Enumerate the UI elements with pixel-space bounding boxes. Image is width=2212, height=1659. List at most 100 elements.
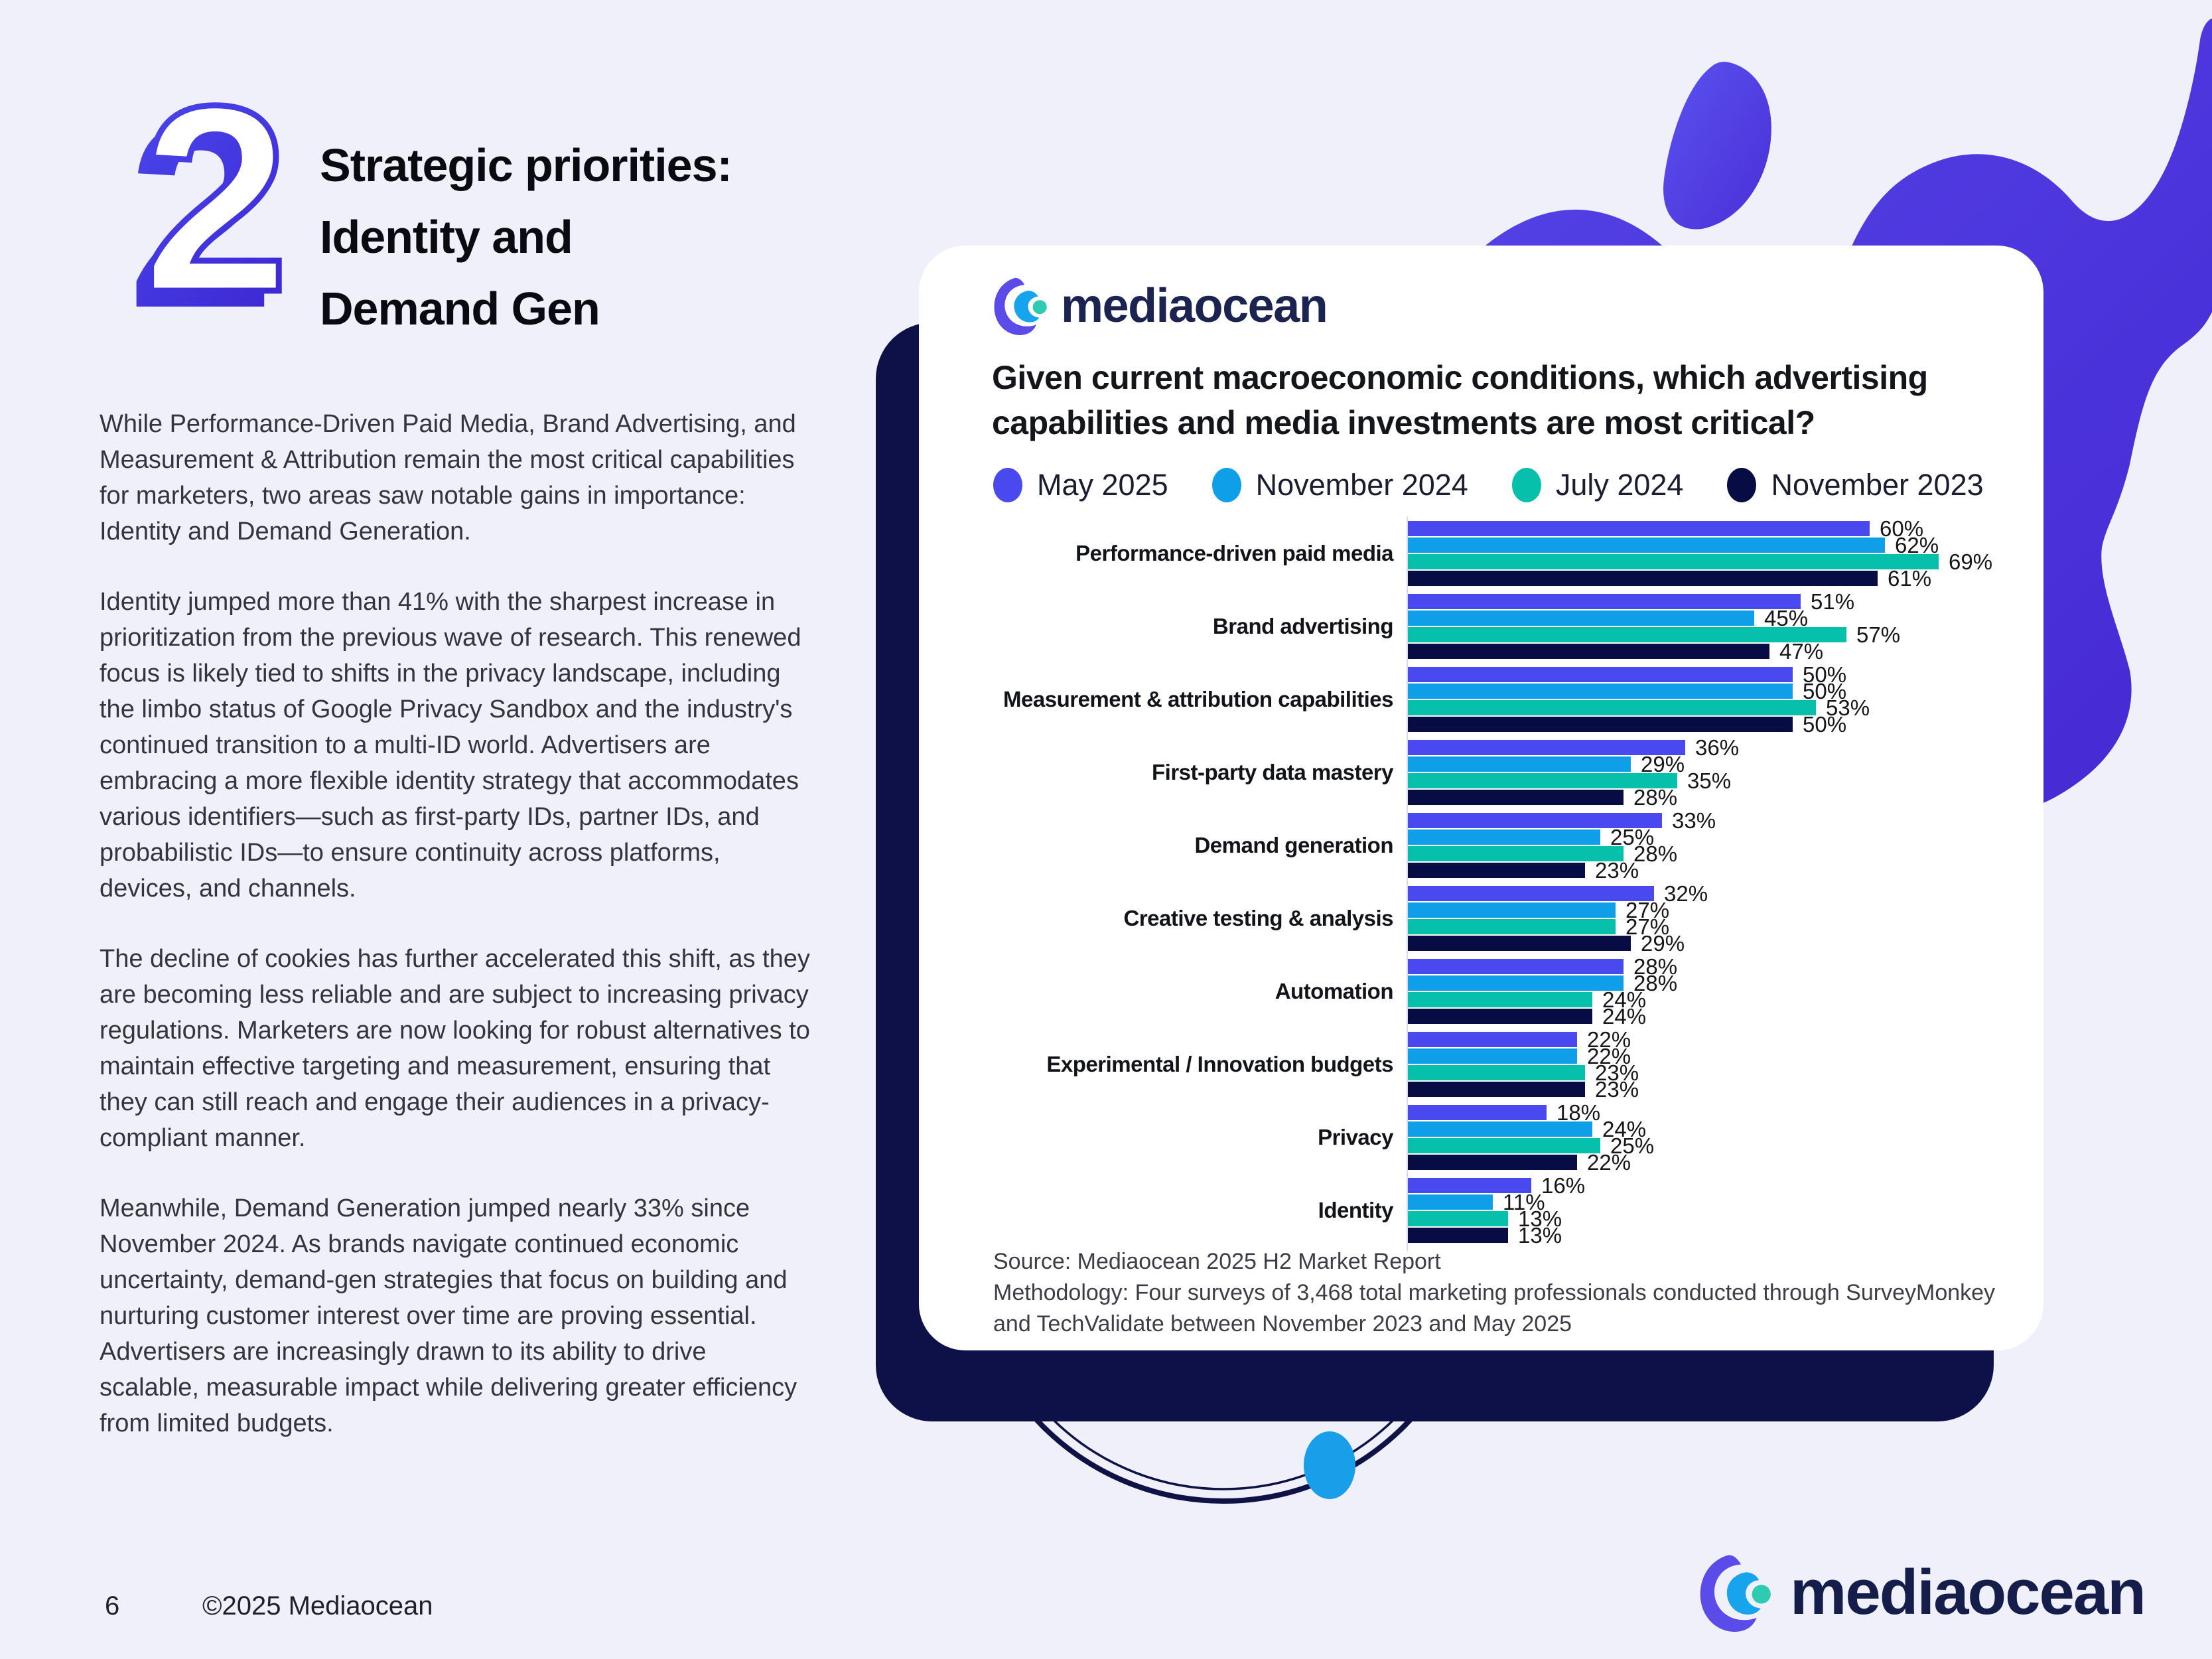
chart-row: Measurement & attribution capabilities 50… [992, 664, 2000, 735]
chart-bar-line: 11% [1408, 1190, 2000, 1214]
chart-bar-line: 18% [1408, 1100, 2000, 1125]
chart-bar-line: 69% [1408, 551, 2000, 573]
bar-chart: Performance-driven paid media 60% 62% 69% 61… [992, 517, 2000, 1251]
chart-bar-line: 24% [1408, 989, 2000, 1011]
chart-value-label: 25% [1610, 1133, 1655, 1158]
paragraph-2: Identity jumped more than 41% with the s… [100, 588, 801, 902]
chart-bar-line: 51% [1408, 591, 2000, 613]
chart-bar [1408, 1155, 1577, 1170]
mediaocean-logo-icon [994, 277, 1047, 335]
chart-value-label: 28% [1633, 785, 1678, 810]
chart-bar [1408, 571, 1878, 586]
chart-bar [1408, 627, 1846, 642]
chart-bar-line: 35% [1408, 768, 2000, 793]
chart-value-label: 29% [1641, 752, 1685, 776]
chart-bar-line: 27% [1408, 899, 2000, 921]
svg-text:2: 2 [127, 72, 275, 324]
chart-bar-group: 33% 25% 28% 23% [1407, 810, 2000, 883]
chart-bar-line: 28% [1408, 785, 2000, 810]
chart-bar [1408, 959, 1624, 974]
legend-dot [1511, 468, 1541, 502]
chart-bar-line: 33% [1408, 810, 2000, 831]
chart-bar [1408, 863, 1585, 878]
chart-bar [1408, 936, 1631, 951]
chart-bar-group: 18% 24% 25% 22% [1407, 1100, 2000, 1173]
chart-bar-line: 24% [1408, 1117, 2000, 1141]
chart-category-label: Experimental / Innovation budgets [1046, 1052, 1393, 1076]
legend-label: November 2024 [1255, 468, 1468, 502]
chart-bar [1408, 554, 1939, 569]
chart-bar-line: 22% [1408, 1029, 2000, 1050]
chart-bar-line: 22% [1408, 1044, 2000, 1068]
chart-bar [1408, 594, 1801, 609]
chart-value-label: 23% [1595, 1060, 1639, 1085]
chart-category-label: Identity [1318, 1198, 1394, 1222]
chart-value-label: 24% [1602, 1117, 1647, 1141]
mediaocean-wordmark: mediaocean [1061, 279, 1328, 332]
chart-row: Creative testing & analysis 32% 27% 27% 29% [992, 883, 2000, 954]
chart-bar [1408, 1211, 1508, 1226]
chart-row: Privacy 18% 24% 25% 22% [992, 1100, 2000, 1173]
chart-source: Source: Mediaocean 2025 H2 Market Report… [993, 1246, 1995, 1340]
chart-bar [1408, 684, 1793, 699]
legend-label: November 2023 [1771, 468, 1984, 502]
legend-item: May 2025 [993, 468, 1168, 502]
legend-item: July 2024 [1511, 468, 1684, 502]
chart-bar [1408, 1065, 1585, 1080]
chart-bar-group: 22% 22% 23% 23% [1407, 1029, 2000, 1100]
chart-bar [1408, 975, 1624, 991]
chart-bar-group: 16% 11% 13% 13% [1407, 1175, 2000, 1248]
chart-category-label: First-party data mastery [1152, 760, 1393, 784]
legend-item: November 2024 [1211, 468, 1468, 502]
chart-bar [1408, 1228, 1508, 1243]
chart-bar-group: 60% 62% 69% 61% [1407, 518, 2000, 589]
chart-bar-group: 28% 28% 24% 24% [1407, 956, 2000, 1027]
chart-bar-line: 61% [1408, 567, 2000, 589]
page-title-line-3: Demand Gen [320, 282, 600, 334]
legend-label: July 2024 [1555, 468, 1684, 502]
page-number: 6 [105, 1591, 120, 1621]
paragraph-4: Meanwhile, Demand Generation jumped near… [100, 1194, 797, 1437]
legend-dot [993, 468, 1022, 502]
source-line-3: and TechValidate between November 2023 a… [993, 1311, 1572, 1336]
chart-value-label: 35% [1687, 768, 1732, 793]
paragraph-1: While Performance-Driven Paid Media, Bra… [100, 410, 796, 545]
chart-bar [1408, 538, 1885, 553]
page-title-line-2: Identity and [320, 210, 573, 263]
chart-bar-line: 13% [1408, 1223, 2000, 1248]
chart-value-label: 23% [1595, 858, 1639, 883]
body-text: While Performance-Driven Paid Media, Bra… [100, 406, 813, 1476]
chart-bar [1408, 1138, 1600, 1153]
chart-bar-line: 25% [1408, 1133, 2000, 1158]
chart-row: First-party data mastery 36% 29% 35% 28% [992, 735, 2000, 810]
chart-bar-line: 23% [1408, 858, 2000, 883]
chart-bar [1408, 846, 1624, 861]
chart-bar [1408, 886, 1654, 901]
blob-droplet [1663, 62, 1771, 230]
chart-question-line-1: Given current macroeconomic conditions, … [992, 359, 1928, 396]
chart-bar-line: 13% [1408, 1206, 2000, 1231]
chart-value-label: 13% [1518, 1206, 1562, 1231]
chart-value-label: 18% [1556, 1100, 1601, 1125]
chart-value-label: 11% [1503, 1190, 1545, 1214]
copyright-text: ©2025 Mediaocean [202, 1591, 433, 1621]
chart-value-label: 13% [1518, 1223, 1562, 1248]
chart-value-label: 36% [1695, 735, 1740, 760]
chart-bar [1408, 1194, 1493, 1210]
chart-value-label: 22% [1587, 1044, 1631, 1068]
chart-category-label: Brand advertising [1212, 614, 1394, 638]
chart-card: mediaocean Given current macroeconomic c… [919, 246, 2043, 1350]
chart-row: Performance-driven paid media 60% 62% 69% 61… [992, 518, 2000, 589]
chart-category-label: Measurement & attribution capabilities [1003, 687, 1393, 711]
chart-value-label: 27% [1625, 914, 1670, 939]
chart-bar [1408, 521, 1870, 536]
chart-bar-line: 32% [1408, 883, 2000, 904]
chart-bar [1408, 1009, 1592, 1024]
page-title: Strategic priorities: Identity and Deman… [320, 129, 824, 344]
chart-legend: May 2025 November 2024 July 2024 November 2… [993, 468, 1984, 502]
chart-bar-line: 50% [1408, 713, 2000, 735]
chart-bar [1408, 1105, 1547, 1120]
chart-bar-group: 36% 29% 35% 28% [1407, 735, 2000, 810]
chart-row: Automation 28% 28% 24% 24% [992, 956, 2000, 1027]
chart-value-label: 47% [1779, 639, 1824, 664]
